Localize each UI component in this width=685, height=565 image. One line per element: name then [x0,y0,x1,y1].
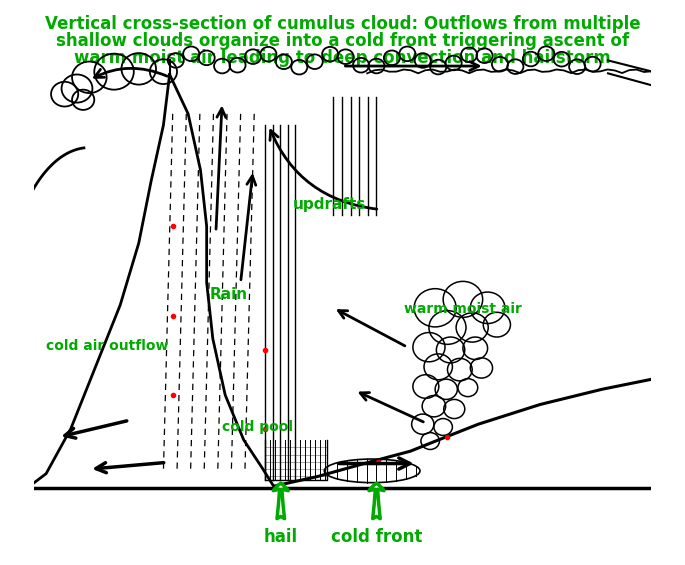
Text: Rain: Rain [210,288,248,302]
Text: cold pool: cold pool [222,420,293,434]
Text: warm moist air: warm moist air [404,302,522,316]
Text: cold front: cold front [331,528,422,546]
Text: shallow clouds organize into a cold front triggering ascent of: shallow clouds organize into a cold fron… [56,32,629,50]
Text: updrafts: updrafts [293,197,366,212]
Text: cold air outflow: cold air outflow [46,339,169,353]
Text: hail: hail [264,528,298,546]
Text: Vertical cross-section of cumulus cloud: Outflows from multiple: Vertical cross-section of cumulus cloud:… [45,15,640,33]
Text: warm moist air leading to deep convection and hailstorm: warm moist air leading to deep convectio… [74,49,611,67]
